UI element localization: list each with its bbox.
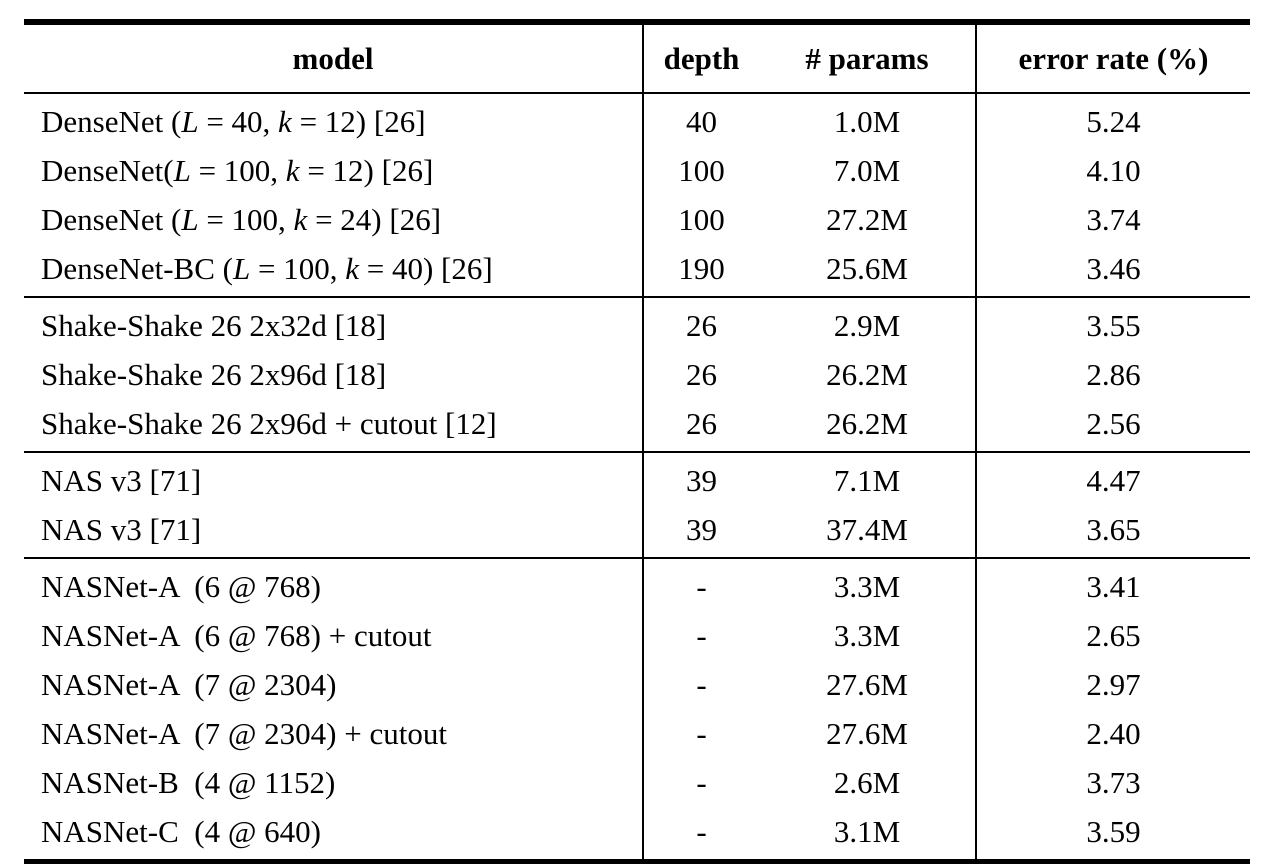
error-rate-cell: 4.10 — [975, 146, 1250, 195]
depth-cell: 39 — [642, 505, 759, 558]
model-cell: DenseNet(L = 100, k = 12) [26] — [41, 152, 434, 188]
depth-cell: - — [642, 709, 759, 758]
params-cell: 2.9M — [833, 307, 901, 343]
model-cell: Shake-Shake 26 2x96d [18] — [41, 356, 387, 392]
params-cell: 27.6M — [826, 666, 908, 702]
table-group: NAS v3 [71] 39 7.1M 4.47 NAS v3 [71] 39 … — [24, 452, 1250, 558]
params-cell: 26.2M — [826, 405, 908, 441]
error-rate-cell: 2.86 — [975, 350, 1250, 399]
params-cell: 27.2M — [826, 201, 908, 237]
params-cell: 3.3M — [833, 617, 901, 653]
error-rate-cell: 3.59 — [975, 807, 1250, 862]
error-rate-cell: 3.73 — [975, 758, 1250, 807]
model-cell: NASNet-A (6 @ 768) — [41, 568, 321, 604]
model-cell: Shake-Shake 26 2x32d [18] — [41, 307, 387, 343]
error-rate-cell: 5.24 — [975, 93, 1250, 146]
model-cell: DenseNet (L = 100, k = 24) [26] — [41, 201, 442, 237]
column-header-depth: depth — [642, 22, 759, 93]
params-cell: 3.3M — [833, 568, 901, 604]
error-rate-cell: 3.65 — [975, 505, 1250, 558]
error-rate-cell: 3.46 — [975, 244, 1250, 297]
table-header-row: model depth # params error rate (%) — [24, 22, 1250, 93]
depth-cell: - — [642, 611, 759, 660]
table-group: DenseNet (L = 40, k = 12) [26] 40 1.0M 5… — [24, 93, 1250, 297]
table-row: NASNet-B (4 @ 1152) - 2.6M 3.73 — [24, 758, 1250, 807]
table-row: Shake-Shake 26 2x96d [18] 26 26.2M 2.86 — [24, 350, 1250, 399]
model-cell: NAS v3 [71] — [41, 511, 202, 547]
table-row: NAS v3 [71] 39 37.4M 3.65 — [24, 505, 1250, 558]
depth-cell: 26 — [642, 350, 759, 399]
table-row: NASNet-C (4 @ 640) - 3.1M 3.59 — [24, 807, 1250, 862]
column-header-params: # params — [805, 40, 929, 76]
table-row: DenseNet(L = 100, k = 12) [26] 100 7.0M … — [24, 146, 1250, 195]
depth-cell: - — [642, 660, 759, 709]
model-cell: NASNet-A (7 @ 2304) + cutout — [41, 715, 447, 751]
error-rate-cell: 3.55 — [975, 297, 1250, 350]
params-cell: 37.4M — [826, 511, 908, 547]
params-cell: 2.6M — [833, 764, 901, 800]
depth-cell: 190 — [642, 244, 759, 297]
table-row: DenseNet-BC (L = 100, k = 40) [26] 190 2… — [24, 244, 1250, 297]
model-cell: NASNet-A (6 @ 768) + cutout — [41, 617, 432, 653]
error-rate-cell: 2.56 — [975, 399, 1250, 452]
model-cell: NASNet-B (4 @ 1152) — [41, 764, 336, 800]
table-group: NASNet-A (6 @ 768) - 3.3M 3.41 NASNet-A … — [24, 558, 1250, 862]
depth-cell: 26 — [642, 297, 759, 350]
params-cell: 26.2M — [826, 356, 908, 392]
results-table: model depth # params error rate (%) Dens… — [24, 19, 1250, 864]
table-row: Shake-Shake 26 2x96d + cutout [12] 26 26… — [24, 399, 1250, 452]
table-row: NASNet-A (7 @ 2304) - 27.6M 2.97 — [24, 660, 1250, 709]
table-row: NAS v3 [71] 39 7.1M 4.47 — [24, 452, 1250, 505]
model-cell: Shake-Shake 26 2x96d + cutout [12] — [41, 405, 497, 441]
error-rate-cell: 3.74 — [975, 195, 1250, 244]
error-rate-cell: 3.41 — [975, 558, 1250, 611]
params-cell: 25.6M — [826, 250, 908, 286]
params-cell: 7.1M — [833, 462, 901, 498]
depth-cell: 40 — [642, 93, 759, 146]
model-cell: NASNet-A (7 @ 2304) — [41, 666, 337, 702]
params-cell: 7.0M — [833, 152, 901, 188]
table-row: NASNet-A (6 @ 768) + cutout - 3.3M 2.65 — [24, 611, 1250, 660]
depth-cell: - — [642, 807, 759, 862]
table-row: NASNet-A (6 @ 768) - 3.3M 3.41 — [24, 558, 1250, 611]
params-cell: 27.6M — [826, 715, 908, 751]
depth-cell: 100 — [642, 195, 759, 244]
depth-cell: - — [642, 558, 759, 611]
depth-cell: 100 — [642, 146, 759, 195]
params-cell: 3.1M — [833, 813, 901, 849]
depth-cell: 39 — [642, 452, 759, 505]
error-rate-cell: 2.97 — [975, 660, 1250, 709]
model-cell: DenseNet-BC (L = 100, k = 40) [26] — [41, 250, 493, 286]
model-cell: NASNet-C (4 @ 640) — [41, 813, 321, 849]
table-group: Shake-Shake 26 2x32d [18] 26 2.9M 3.55 S… — [24, 297, 1250, 452]
column-header-error-rate: error rate (%) — [975, 22, 1250, 93]
depth-cell: 26 — [642, 399, 759, 452]
model-cell: DenseNet (L = 40, k = 12) [26] — [41, 103, 426, 139]
table-row: DenseNet (L = 100, k = 24) [26] 100 27.2… — [24, 195, 1250, 244]
error-rate-cell: 2.65 — [975, 611, 1250, 660]
depth-cell: - — [642, 758, 759, 807]
table-row: DenseNet (L = 40, k = 12) [26] 40 1.0M 5… — [24, 93, 1250, 146]
error-rate-cell: 2.40 — [975, 709, 1250, 758]
column-header-model: model — [292, 40, 374, 76]
table-row: NASNet-A (7 @ 2304) + cutout - 27.6M 2.4… — [24, 709, 1250, 758]
model-cell: NAS v3 [71] — [41, 462, 202, 498]
error-rate-cell: 4.47 — [975, 452, 1250, 505]
table-row: Shake-Shake 26 2x32d [18] 26 2.9M 3.55 — [24, 297, 1250, 350]
params-cell: 1.0M — [833, 103, 901, 139]
